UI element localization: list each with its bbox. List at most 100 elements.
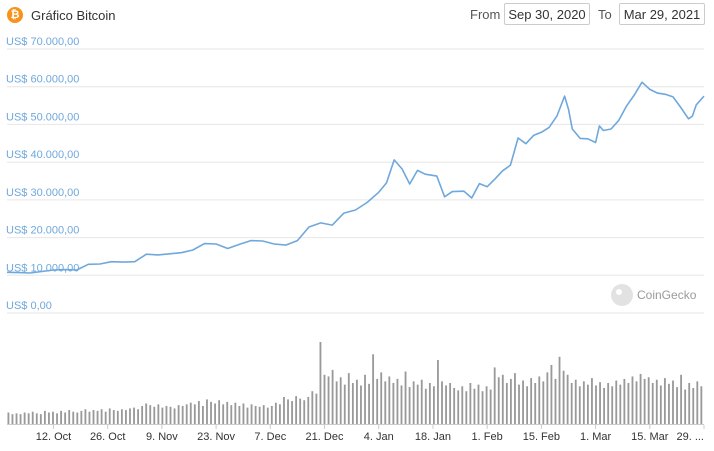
to-date-input[interactable]: Mar 29, 2021 bbox=[619, 3, 705, 25]
volume-bar bbox=[145, 403, 148, 424]
volume-bar bbox=[684, 389, 687, 424]
volume-bar bbox=[19, 414, 22, 424]
volume-bar bbox=[242, 403, 245, 424]
volume-bar bbox=[566, 374, 569, 424]
volume-bar bbox=[31, 411, 34, 424]
volume-bar bbox=[416, 384, 419, 424]
volume-bar bbox=[327, 376, 330, 424]
volume-bar bbox=[165, 405, 168, 424]
volume-bar bbox=[222, 404, 225, 424]
volume-bar bbox=[404, 371, 407, 424]
volume-bar bbox=[270, 405, 273, 424]
volume-bar bbox=[11, 414, 14, 424]
volume-bar bbox=[157, 404, 160, 424]
volume-bar bbox=[238, 405, 241, 424]
volume-bar bbox=[501, 374, 504, 424]
from-label: From bbox=[470, 7, 501, 22]
volume-bar bbox=[173, 408, 176, 424]
volume-bar bbox=[550, 364, 553, 424]
volume-bar bbox=[607, 383, 610, 424]
volume-bar bbox=[202, 405, 204, 424]
volume-bar bbox=[542, 381, 545, 424]
volume-bar bbox=[655, 379, 658, 424]
volume-bar bbox=[534, 383, 537, 424]
volume-bar bbox=[323, 374, 326, 424]
volume-bar bbox=[509, 378, 512, 424]
volume-bar bbox=[129, 408, 131, 424]
volume-bar bbox=[574, 379, 577, 424]
volume-bar bbox=[591, 378, 593, 424]
volume-bar bbox=[623, 378, 626, 424]
volume-bar bbox=[214, 403, 216, 424]
volume-bar bbox=[56, 413, 58, 424]
volume-bar bbox=[299, 398, 302, 424]
y-tick-label: US$ 20.000,00 bbox=[6, 225, 79, 237]
volume-bar bbox=[48, 412, 50, 424]
y-tick-label: US$ 60.000,00 bbox=[6, 74, 79, 86]
volume-bar bbox=[258, 406, 261, 424]
volume-bar bbox=[360, 385, 362, 424]
volume-bar bbox=[88, 411, 91, 424]
volume-bar bbox=[133, 407, 135, 424]
volume-bar bbox=[538, 376, 541, 424]
volume-bar bbox=[380, 372, 383, 424]
x-tick-label: 7. Dec bbox=[254, 431, 286, 443]
volume-bar bbox=[210, 401, 212, 424]
watermark-text: CoinGecko bbox=[637, 288, 697, 302]
volume-bar bbox=[120, 409, 123, 424]
volume-bar bbox=[234, 402, 237, 424]
volume-bar bbox=[643, 378, 646, 424]
x-tick-label: 12. Oct bbox=[36, 431, 71, 443]
volume-bar bbox=[611, 386, 614, 424]
volume-bar bbox=[319, 342, 322, 424]
volume-bar bbox=[473, 388, 476, 424]
volume-bar bbox=[72, 411, 75, 424]
volume-bar bbox=[230, 405, 233, 424]
volume-bar bbox=[262, 405, 265, 424]
volume-bar bbox=[141, 405, 144, 424]
volume-bar bbox=[493, 367, 496, 424]
volume-bar bbox=[489, 389, 492, 424]
volume-bar bbox=[39, 414, 42, 424]
volume-bar bbox=[331, 369, 334, 424]
volume-bar bbox=[400, 385, 403, 424]
volume-bar bbox=[274, 402, 277, 424]
volume-bar bbox=[554, 378, 557, 424]
volume-bar bbox=[388, 376, 391, 424]
volume-bar bbox=[526, 386, 529, 424]
volume-bar bbox=[420, 379, 423, 424]
gecko-eye-icon bbox=[616, 289, 622, 295]
volume-bar bbox=[457, 390, 460, 424]
volume-bar bbox=[364, 374, 366, 424]
volume-bar bbox=[672, 380, 674, 424]
price-line bbox=[6, 81, 705, 274]
volume-bar bbox=[368, 383, 370, 424]
volume-bar bbox=[246, 407, 249, 424]
volume-bar bbox=[392, 383, 395, 424]
from-date-input[interactable]: Sep 30, 2020 bbox=[504, 3, 590, 25]
volume-bar bbox=[68, 410, 71, 424]
x-tick-label: 21. Dec bbox=[306, 431, 344, 443]
volume-bar bbox=[688, 383, 691, 424]
volume-bar bbox=[189, 402, 192, 424]
volume-bar bbox=[680, 374, 683, 424]
volume-bar bbox=[153, 406, 156, 424]
volume-bar bbox=[15, 413, 18, 424]
volume-bar bbox=[335, 381, 338, 424]
volume-bar bbox=[530, 378, 533, 424]
volume-bar bbox=[700, 386, 703, 424]
volume-bar bbox=[615, 380, 618, 424]
volume-bar bbox=[619, 384, 622, 424]
volume-bar bbox=[428, 383, 431, 424]
x-tick-label: 4. Jan bbox=[364, 431, 394, 443]
volume-bar bbox=[137, 409, 139, 424]
volume-bar bbox=[193, 404, 196, 424]
x-tick-label: 9. Nov bbox=[146, 431, 178, 443]
volume-bar bbox=[627, 383, 630, 424]
volume-bar bbox=[396, 378, 399, 424]
volume-bar bbox=[692, 387, 695, 424]
gecko-icon bbox=[611, 284, 633, 306]
volume-bar bbox=[254, 405, 257, 424]
chart-header: ₿ Gráfico Bitcoin From Sep 30, 2020 To M… bbox=[0, 0, 714, 32]
